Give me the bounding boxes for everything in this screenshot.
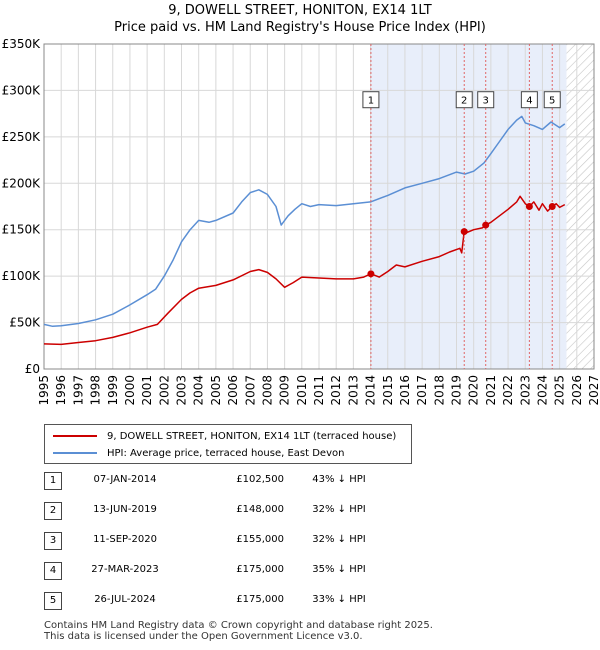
sale-point xyxy=(460,228,468,236)
x-tick-label: 2022 xyxy=(501,375,515,406)
y-tick-label: £200K xyxy=(2,176,42,190)
sale-number-badge: 5 xyxy=(44,592,62,610)
x-tick-label: 2014 xyxy=(364,375,378,406)
x-tick-label: 2017 xyxy=(415,375,429,406)
x-tick-label: 2004 xyxy=(192,375,206,406)
footer-copyright: Contains HM Land Registry data © Crown c… xyxy=(44,620,433,631)
y-tick-label: £300K xyxy=(2,83,42,97)
x-tick-label: 2013 xyxy=(346,375,360,406)
footer-attribution: Contains HM Land Registry data © Crown c… xyxy=(44,620,433,642)
sale-number-badge: 2 xyxy=(44,502,62,520)
legend-label-property: 9, DOWELL STREET, HONITON, EX14 1LT (ter… xyxy=(107,430,397,442)
x-tick-label: 2018 xyxy=(432,375,446,406)
property-price-line xyxy=(43,195,566,346)
y-tick-label: £250K xyxy=(2,130,42,144)
sale-point xyxy=(548,203,556,210)
legend: 9, DOWELL STREET, HONITON, EX14 1LT (ter… xyxy=(44,424,412,464)
x-tick-label: 2015 xyxy=(381,375,395,406)
sale-number-label: 2 xyxy=(461,96,467,107)
sale-hpi-comparison: 32% ↓ HPI xyxy=(312,534,366,545)
forecast-hatched-region xyxy=(566,44,594,369)
sale-number-box xyxy=(543,91,561,109)
x-tick-label: 2019 xyxy=(450,375,464,406)
y-tick-label: £50K xyxy=(9,316,41,330)
chart-title-main: 9, DOWELL STREET, HONITON, EX14 1LT xyxy=(168,3,432,18)
chart-title: 9, DOWELL STREET, HONITON, EX14 1LT Pric… xyxy=(0,2,600,36)
x-tick-label: 2026 xyxy=(570,375,584,406)
sale-date: 27-MAR-2023 xyxy=(91,564,159,575)
legend-item-hpi: HPI: Average price, terraced house, East… xyxy=(53,445,344,461)
sale-price: £155,000 xyxy=(236,534,284,545)
sale-number-box xyxy=(362,91,380,109)
sale-hpi-comparison: 32% ↓ HPI xyxy=(312,504,366,515)
x-tick-label: 1995 xyxy=(37,375,51,406)
table-row: 5 26-JUL-2024 £175,000 33% ↓ HPI xyxy=(44,592,464,612)
sale-price: £175,000 xyxy=(236,564,284,575)
chart-subtitle: Price paid vs. HM Land Registry's House … xyxy=(114,20,486,35)
x-tick-label: 2002 xyxy=(157,375,171,406)
x-tick-label: 2020 xyxy=(467,375,481,406)
sale-date: 11-SEP-2020 xyxy=(93,534,157,545)
sale-price: £175,000 xyxy=(236,594,284,605)
x-tick-label: 2006 xyxy=(226,375,240,406)
x-tick-label: 2010 xyxy=(295,375,309,406)
x-tick-label: 2001 xyxy=(140,375,154,406)
sale-number-box xyxy=(455,91,473,109)
table-row: 3 11-SEP-2020 £155,000 32% ↓ HPI xyxy=(44,532,464,552)
table-row: 4 27-MAR-2023 £175,000 35% ↓ HPI xyxy=(44,562,464,582)
sale-price: £148,000 xyxy=(236,504,284,515)
sale-number-label: 3 xyxy=(483,96,489,107)
x-tick-label: 2025 xyxy=(553,375,567,406)
sale-number-label: 1 xyxy=(368,96,374,107)
x-tick-label: 2024 xyxy=(535,375,549,406)
x-tick-label: 2012 xyxy=(329,375,343,406)
y-tick-label: £100K xyxy=(2,269,42,283)
x-tick-label: 2008 xyxy=(260,375,274,406)
sale-number-box xyxy=(477,91,495,109)
x-tick-label: 1996 xyxy=(54,375,68,406)
table-row: 2 13-JUN-2019 £148,000 32% ↓ HPI xyxy=(44,502,464,522)
sale-point xyxy=(482,221,490,229)
sale-date: 13-JUN-2019 xyxy=(93,504,157,515)
y-tick-label: £150K xyxy=(2,223,42,237)
footer-licence: This data is licensed under the Open Gov… xyxy=(44,631,363,642)
sale-hpi-comparison: 43% ↓ HPI xyxy=(312,474,366,485)
x-tick-label: 2005 xyxy=(209,375,223,406)
legend-swatch-hpi xyxy=(53,452,97,454)
sale-number-label: 4 xyxy=(526,96,532,107)
x-tick-label: 2007 xyxy=(243,375,257,406)
sale-date: 26-JUL-2024 xyxy=(94,594,156,605)
sale-number-box xyxy=(520,91,538,109)
x-tick-label: 2016 xyxy=(398,375,412,406)
x-tick-label: 2003 xyxy=(175,375,189,406)
plot-frame xyxy=(43,43,595,370)
legend-label-hpi: HPI: Average price, terraced house, East… xyxy=(107,447,345,459)
y-tick-label: £350K xyxy=(2,37,42,51)
sale-number-badge: 1 xyxy=(44,472,62,490)
sale-point xyxy=(367,270,375,278)
hpi-line xyxy=(43,115,566,328)
x-tick-label: 1999 xyxy=(106,375,120,406)
sale-price: £102,500 xyxy=(236,474,284,485)
sale-point xyxy=(525,203,533,210)
table-row: 1 07-JAN-2014 £102,500 43% ↓ HPI xyxy=(44,472,464,492)
sale-number-badge: 4 xyxy=(44,562,62,580)
sale-hpi-comparison: 35% ↓ HPI xyxy=(312,564,366,575)
x-tick-label: 2000 xyxy=(123,375,137,406)
sale-number-label: 5 xyxy=(549,96,555,107)
x-tick-label: 2011 xyxy=(312,375,326,406)
x-tick-label: 1998 xyxy=(89,375,103,406)
sale-hpi-comparison: 33% ↓ HPI xyxy=(312,594,366,605)
sale-number-badge: 3 xyxy=(44,532,62,550)
sale-date: 07-JAN-2014 xyxy=(93,474,157,485)
price-chart: £0 £50K £100K £150K £200K £250K £300K £350K 1995… xyxy=(2,37,600,406)
x-tick-label: 2009 xyxy=(278,375,292,406)
x-tick-label: 1997 xyxy=(71,375,85,406)
y-tick-label: £0 xyxy=(25,362,40,376)
legend-item-property: 9, DOWELL STREET, HONITON, EX14 1LT (ter… xyxy=(53,428,396,444)
x-tick-label: 2021 xyxy=(484,375,498,406)
x-tick-label: 2027 xyxy=(587,375,600,406)
x-tick-label: 2023 xyxy=(518,375,532,406)
legend-swatch-property xyxy=(53,435,97,437)
